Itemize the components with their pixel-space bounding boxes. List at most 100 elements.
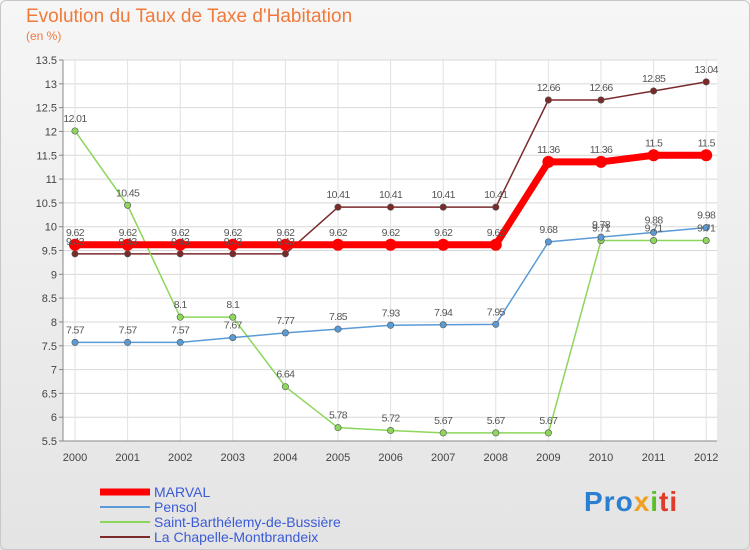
data-point (281, 383, 289, 391)
data-label: 9.88 (645, 214, 664, 226)
data-label: 12.85 (642, 73, 666, 85)
data-point (702, 224, 710, 232)
data-point (702, 78, 710, 86)
data-point (279, 238, 292, 251)
data-point (544, 96, 552, 104)
data-point (650, 228, 658, 236)
data-label: 8.1 (226, 299, 240, 311)
data-point (176, 338, 184, 346)
legend-label: La Chapelle-Montbrandeix (154, 529, 318, 545)
data-label: 7.85 (329, 311, 348, 323)
y-tick-label: 9.5 (42, 246, 57, 258)
y-tick-label: 6 (51, 412, 57, 424)
data-labels: 9.62 9.62 9.62 9.62 9.62 9.62 9.62 9.62 9.62 11.3… (63, 64, 719, 427)
data-label: 7.95 (487, 306, 506, 318)
data-label: 9.62 (434, 227, 453, 239)
data-label: 11.36 (590, 144, 613, 156)
y-tick-label: 13.5 (36, 55, 57, 67)
data-point (439, 429, 447, 437)
data-point (124, 201, 132, 209)
data-label: 9.71 (697, 222, 716, 234)
legend-label: Pensol (154, 499, 197, 515)
x-tick-label: 2008 (484, 452, 508, 464)
data-point (71, 127, 79, 135)
data-point (281, 329, 289, 337)
x-tick-label: 2005 (326, 452, 350, 464)
x-tick-label: 2004 (273, 452, 297, 464)
y-tick-label: 11 (46, 174, 57, 186)
data-label: 9.68 (539, 224, 558, 236)
y-tick-label: 12 (45, 126, 57, 138)
data-point (597, 233, 605, 241)
data-point (439, 203, 447, 211)
data-label: 9.78 (592, 219, 611, 231)
data-label: 7.57 (171, 324, 190, 336)
data-point (700, 149, 713, 162)
data-point (542, 155, 555, 168)
data-point (650, 87, 658, 95)
data-label: 12.01 (63, 113, 87, 125)
axes: 5.5 6 6.5 7 7.5 8 8.5 9 9.5 10 10.5 11 11.5 12 12.5 13 1… (36, 55, 719, 464)
data-label: 7.93 (382, 307, 401, 319)
data-point (384, 238, 397, 251)
y-tick-label: 5.5 (42, 436, 57, 448)
data-label: 9.62 (66, 227, 85, 239)
data-point (334, 325, 342, 333)
data-point (489, 238, 502, 251)
data-point (69, 238, 81, 251)
x-tick-label: 2012 (694, 452, 718, 464)
y-tick-label: 6.5 (42, 388, 57, 400)
data-point (124, 250, 132, 258)
data-label: 9.43 (171, 236, 190, 248)
data-label: 5.72 (382, 413, 401, 425)
x-tick-label: 2011 (642, 452, 666, 464)
data-label: 9.62 (276, 227, 295, 239)
data-label: 11.5 (645, 137, 663, 149)
data-point (174, 238, 187, 251)
data-point (595, 155, 607, 168)
data-point (387, 321, 395, 329)
data-point (334, 424, 342, 432)
data-label: 5.67 (487, 415, 506, 427)
data-label: 6.64 (276, 369, 295, 381)
data-point (281, 250, 289, 258)
data-point (176, 250, 184, 258)
data-label: 10.41 (484, 189, 508, 201)
logo-part: x (633, 486, 651, 517)
logo-part: i (650, 486, 660, 517)
data-point (702, 236, 710, 244)
data-point (439, 321, 447, 329)
chart-unit: (en %) (26, 29, 62, 43)
data-point (492, 203, 500, 211)
data-point (71, 338, 79, 346)
legend-label: MARVAL (154, 484, 210, 500)
data-point (229, 250, 237, 258)
data-label: 9.62 (171, 227, 190, 239)
data-label: 9.62 (487, 227, 506, 239)
x-tick-label: 2001 (115, 452, 139, 464)
legend: MARVALPensolSaint-Barthélemy-de-Bussière… (100, 484, 341, 545)
y-tick-label: 10.5 (36, 198, 57, 210)
logo-part: Pro (584, 486, 634, 517)
data-point (387, 203, 395, 211)
data-point (492, 320, 500, 328)
x-tick-label: 2002 (168, 452, 192, 464)
data-point (124, 338, 132, 346)
y-tick-label: 10 (45, 222, 57, 234)
chart-title: Evolution du Taux de Taxe d'Habitation (26, 6, 353, 27)
legend-label: Saint-Barthélemy-de-Bussière (154, 514, 341, 530)
y-tick-label: 8.5 (42, 293, 57, 305)
x-tick-label: 2009 (536, 452, 560, 464)
x-tick-label: 2010 (589, 452, 613, 464)
y-tick-label: 7 (51, 365, 57, 377)
y-tick-label: 13 (45, 79, 57, 91)
y-tick-label: 7.5 (42, 341, 57, 353)
data-label: 11.36 (537, 144, 560, 156)
x-tick-label: 2007 (431, 452, 455, 464)
data-label: 9.62 (224, 227, 243, 239)
data-label: 10.41 (326, 189, 350, 201)
data-point (121, 238, 134, 251)
data-point (229, 334, 237, 342)
y-tick-label: 8 (51, 317, 57, 329)
